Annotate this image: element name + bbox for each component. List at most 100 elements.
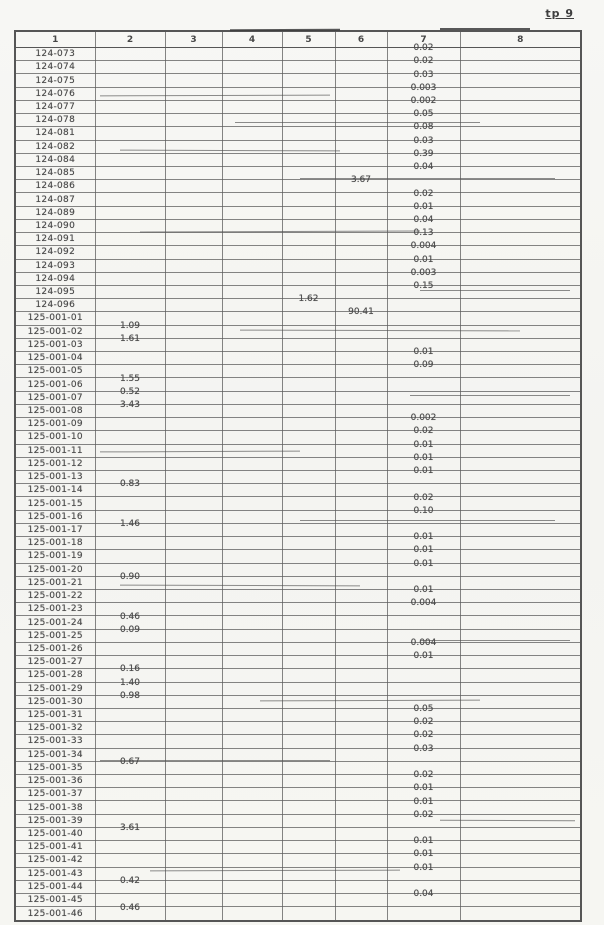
header-row: 1 2 3 4 5 6 7 8 (14, 30, 582, 48)
value-cell (334, 377, 388, 392)
table-row: 125-001-22 0.01 (14, 585, 582, 604)
value-cell (281, 826, 336, 842)
column-header: 2 (94, 30, 166, 48)
data-table: 1 2 3 4 5 6 7 8 124-073 0.02 124-074 (14, 30, 582, 922)
value-cell (164, 747, 223, 762)
value-cell (459, 734, 582, 749)
value-cell (459, 377, 582, 392)
value-cell (386, 906, 461, 922)
value-cell (221, 390, 283, 405)
value-cell (334, 126, 388, 141)
value-cell (164, 165, 223, 181)
value-cell (281, 126, 336, 141)
value-cell (94, 549, 166, 564)
value-cell (94, 284, 166, 300)
value-cell (164, 853, 223, 868)
value-cell (221, 866, 283, 881)
value-cell: 1.61 (94, 334, 166, 353)
value-cell (164, 549, 223, 564)
value-cell (164, 562, 223, 577)
value-cell (164, 179, 223, 194)
value-cell (94, 258, 166, 273)
value-cell (459, 337, 582, 353)
value-cell (386, 390, 461, 405)
column-header: 8 (459, 30, 582, 48)
value-cell (281, 179, 336, 194)
value-cell (164, 364, 223, 379)
value-cell (334, 522, 388, 538)
value-cell (334, 588, 388, 604)
table-row: 125-001-04 0.01 (14, 347, 582, 366)
value-cell (164, 760, 223, 776)
table-row: 124-074 0.02 (14, 56, 582, 75)
value-cell (221, 377, 283, 392)
value-cell (164, 694, 223, 709)
table-row: 125-001-35 0.67 (14, 757, 582, 776)
value-cell (334, 747, 388, 762)
row-label-cell: 125-001-38 (14, 800, 96, 815)
value-cell (221, 707, 283, 723)
row-label-cell: 125-001-13 (14, 469, 96, 485)
value-cell (334, 641, 388, 657)
value-cell (221, 668, 283, 683)
value-cell (459, 562, 582, 577)
value-cell: 0.67 (94, 757, 166, 776)
value-cell (334, 417, 388, 432)
table-row: 125-001-28 0.16 (14, 664, 582, 683)
table-row: 124-092 0.004 (14, 241, 582, 260)
value-cell (459, 46, 582, 62)
value-cell (94, 536, 166, 551)
value-cell: 0.02 (386, 810, 461, 828)
value-cell (221, 588, 283, 604)
table-row: 125-001-38 0.01 (14, 797, 582, 815)
value-cell (334, 271, 388, 286)
value-cell (459, 60, 582, 75)
row-label-cell: 125-001-12 (14, 456, 96, 472)
value-cell: 0.04 (386, 889, 461, 908)
row-label-cell: 124-084 (14, 152, 96, 167)
value-cell (459, 443, 582, 458)
value-cell (164, 139, 223, 154)
value-cell (334, 218, 388, 234)
value-cell (281, 892, 336, 908)
value-cell (459, 284, 582, 300)
value-cell (221, 430, 283, 445)
value-cell (334, 536, 388, 551)
value-cell (281, 205, 336, 220)
value-cell (459, 324, 582, 339)
value-cell (459, 800, 582, 815)
value-cell (164, 906, 223, 922)
row-label-cell: 124-074 (14, 60, 96, 75)
value-cell (459, 774, 582, 789)
value-cell: 0.01 (386, 559, 461, 577)
row-label-cell: 125-001-03 (14, 337, 96, 353)
value-cell (94, 232, 166, 247)
value-cell: 1.62 (281, 294, 336, 313)
value-cell (221, 615, 283, 630)
table-row: 125-001-13 0.01 (14, 466, 582, 485)
value-cell (281, 483, 336, 498)
value-cell (459, 73, 582, 88)
value-cell (334, 46, 388, 62)
row-label-cell: 124-081 (14, 126, 96, 141)
value-cell (334, 800, 388, 815)
value-cell (94, 496, 166, 511)
value-cell (221, 747, 283, 762)
value-cell (221, 906, 283, 922)
value-cell (164, 73, 223, 88)
table-row: 124-081 0.08 (14, 122, 582, 141)
value-cell (164, 721, 223, 736)
value-cell: 0.15 (386, 281, 461, 300)
value-cell (459, 298, 582, 313)
row-label-cell: 124-089 (14, 205, 96, 220)
value-cell (281, 866, 336, 881)
value-cell (221, 456, 283, 472)
value-cell (334, 840, 388, 855)
table-row: 124-095 0.15 (14, 281, 582, 300)
value-cell (221, 86, 283, 101)
value-cell (221, 628, 283, 643)
value-cell (164, 602, 223, 617)
value-cell (164, 403, 223, 419)
value-cell (164, 324, 223, 339)
value-cell (164, 469, 223, 485)
